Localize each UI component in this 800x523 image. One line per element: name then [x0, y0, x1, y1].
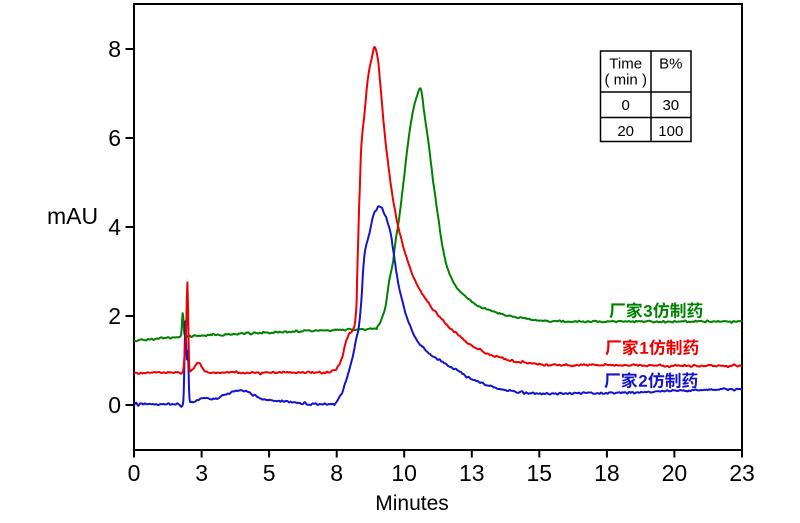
svg-text:15: 15 — [527, 460, 553, 486]
svg-text:3: 3 — [195, 460, 208, 486]
svg-text:10: 10 — [391, 460, 417, 486]
svg-text:0: 0 — [622, 97, 630, 114]
svg-text:100: 100 — [658, 123, 683, 140]
svg-text:8: 8 — [108, 36, 121, 62]
svg-text:8: 8 — [330, 460, 343, 486]
svg-text:( min ): ( min ) — [604, 72, 647, 89]
svg-text:6: 6 — [108, 125, 121, 151]
svg-text:20: 20 — [662, 460, 688, 486]
svg-text:mAU: mAU — [47, 203, 98, 229]
svg-text:B%: B% — [659, 56, 682, 73]
svg-text:Minutes: Minutes — [375, 492, 449, 515]
svg-text:13: 13 — [459, 460, 485, 486]
svg-text:5: 5 — [263, 460, 276, 486]
svg-text:Time: Time — [609, 56, 642, 73]
svg-text:0: 0 — [128, 460, 141, 486]
svg-text:18: 18 — [594, 460, 620, 486]
svg-text:20: 20 — [617, 123, 634, 140]
svg-text:30: 30 — [662, 97, 679, 114]
svg-text:4: 4 — [108, 214, 121, 240]
svg-text:23: 23 — [729, 460, 755, 486]
svg-text:2: 2 — [108, 303, 121, 329]
svg-text:0: 0 — [108, 392, 121, 418]
